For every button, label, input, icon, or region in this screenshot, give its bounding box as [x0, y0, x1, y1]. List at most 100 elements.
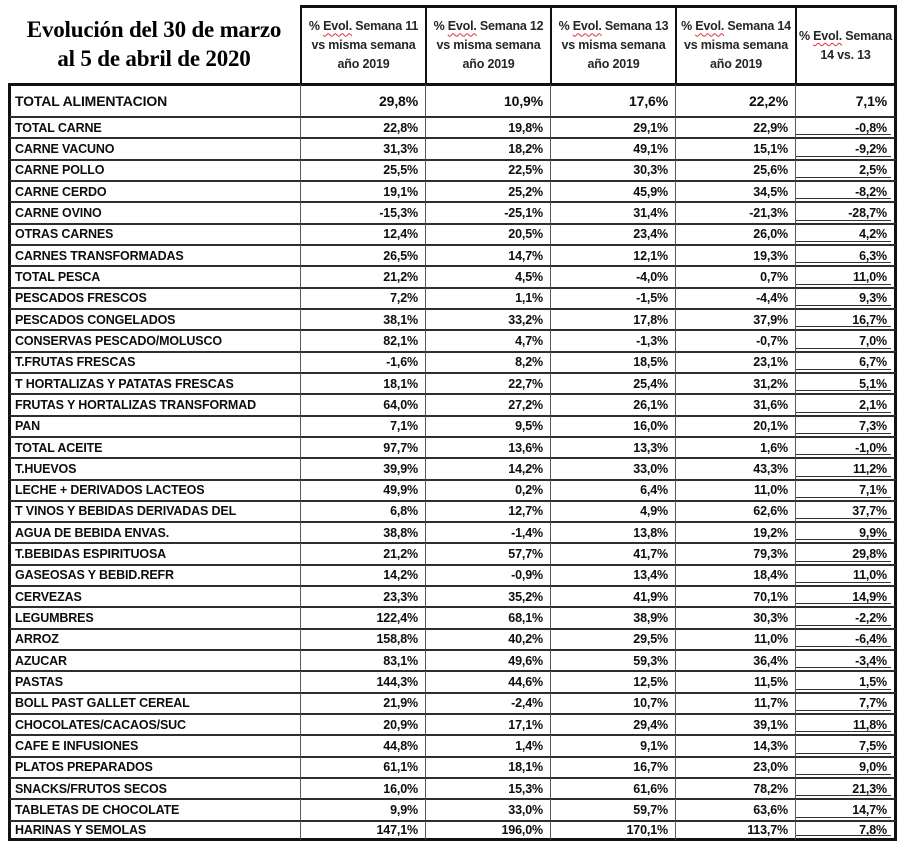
row-value: 41,7%: [550, 542, 675, 564]
row-value: 15,1%: [675, 137, 795, 159]
row-value: -1,4%: [425, 521, 550, 543]
row-value: 23,0%: [675, 755, 795, 778]
row-value: 31,4%: [550, 201, 675, 223]
row-value: -1,3%: [550, 329, 675, 351]
row-label: OTRAS CARNES: [8, 222, 300, 244]
row-value: 62,6%: [675, 499, 795, 522]
row-value: 8,2%: [425, 350, 550, 372]
row-value: -4,0%: [550, 265, 675, 287]
row-value: 38,9%: [550, 606, 675, 628]
report-title: Evolución del 30 de marzo al 5 de abril …: [8, 5, 300, 83]
column-header-text: %: [798, 28, 814, 43]
row-value: 6,4%: [550, 478, 675, 500]
row-value: 43,3%: [675, 457, 795, 479]
column-header-text: Semana: [842, 28, 893, 43]
row-value: 7,5%: [795, 734, 897, 756]
column-header: % Evol. Semana 14 vs. 13: [795, 5, 897, 83]
row-value: 49,1%: [550, 137, 675, 159]
row-value: 30,3%: [675, 606, 795, 628]
row-label: SNACKS/FRUTOS SECOS: [8, 777, 300, 799]
column-header-line2: 14 vs. 13: [820, 47, 871, 62]
column-header-line3: año 2019: [337, 56, 390, 71]
row-value: 30,3%: [550, 158, 675, 180]
row-label: PLATOS PREPARADOS: [8, 755, 300, 778]
row-value: 14,2%: [300, 563, 425, 586]
row-value: 11,8%: [795, 713, 897, 735]
row-value: 14,7%: [795, 798, 897, 820]
row-value: -1,6%: [300, 350, 425, 372]
column-header-line1: % Evol. Semana 13: [559, 17, 669, 36]
row-label: CAFE E INFUSIONES: [8, 734, 300, 756]
row-value: 14,2%: [425, 457, 550, 479]
row-value: 13,8%: [550, 521, 675, 543]
row-value: 1,1%: [425, 286, 550, 308]
row-value: 33,2%: [425, 307, 550, 330]
column-header-text: Semana 11: [351, 19, 419, 34]
column-header-text: %: [308, 19, 324, 34]
row-value: 0,2%: [425, 478, 550, 500]
row-value: 11,0%: [675, 478, 795, 500]
row-value: 59,3%: [550, 649, 675, 671]
evolution-table: Evolución del 30 de marzo al 5 de abril …: [8, 5, 897, 841]
column-header: % Evol. Semana 11 vs misma semana año 2019: [300, 5, 425, 83]
row-value: 18,4%: [675, 563, 795, 586]
column-header-line2: vs misma semana: [683, 38, 788, 53]
row-value: 4,2%: [795, 222, 897, 244]
row-label: AGUA DE BEBIDA ENVAS.: [8, 521, 300, 543]
total-row-value: 17,6%: [550, 83, 675, 116]
row-label: FRUTAS Y HORTALIZAS TRANSFORMAD: [8, 393, 300, 415]
evol-spellcheck-underline: Evol.: [572, 19, 602, 34]
column-header-text: %: [433, 19, 448, 34]
row-value: 14,3%: [675, 734, 795, 756]
row-value: 83,1%: [300, 649, 425, 671]
row-value: 19,8%: [425, 116, 550, 138]
row-value: 44,6%: [425, 670, 550, 692]
column-header-line1: % Evol. Semana 14: [681, 17, 791, 36]
row-label: TOTAL PESCA: [8, 265, 300, 287]
column-header-line3: año 2019: [710, 56, 762, 71]
row-label: T VINOS Y BEBIDAS DERIVADAS DEL: [8, 499, 300, 522]
row-value: 31,2%: [675, 371, 795, 394]
total-row-value: 10,9%: [425, 83, 550, 116]
evol-spellcheck-underline: Evol.: [813, 28, 843, 43]
column-header-text: %: [558, 19, 573, 34]
row-label: CARNE POLLO: [8, 158, 300, 180]
row-value: 12,7%: [425, 499, 550, 522]
row-value: 16,0%: [550, 414, 675, 436]
row-label: T.BEBIDAS ESPIRITUOSA: [8, 542, 300, 564]
row-value: 5,1%: [795, 371, 897, 394]
row-value: -0,7%: [675, 329, 795, 351]
total-row-label: TOTAL ALIMENTACION: [8, 83, 300, 116]
row-value: -3,4%: [795, 649, 897, 671]
row-value: 40,2%: [425, 627, 550, 650]
row-value: -1,5%: [550, 286, 675, 308]
row-value: 12,4%: [300, 222, 425, 244]
row-value: 12,5%: [550, 670, 675, 692]
row-value: 11,0%: [795, 265, 897, 287]
column-header-line1: % Evol. Semana 11: [309, 17, 418, 36]
row-value: 14,7%: [425, 243, 550, 266]
row-value: 13,6%: [425, 435, 550, 458]
row-value: -25,1%: [425, 201, 550, 223]
row-value: 70,1%: [675, 585, 795, 607]
row-value: 38,8%: [300, 521, 425, 543]
row-value: 23,4%: [550, 222, 675, 244]
column-header-text: Semana 12: [476, 19, 544, 34]
row-value: 16,7%: [795, 307, 897, 330]
row-value: 45,9%: [550, 179, 675, 202]
row-value: 22,9%: [675, 116, 795, 138]
row-label: TOTAL ACEITE: [8, 435, 300, 458]
row-value: 10,7%: [550, 691, 675, 714]
row-value: 19,2%: [675, 521, 795, 543]
row-label: CARNE CERDO: [8, 179, 300, 202]
row-value: 15,3%: [425, 777, 550, 799]
row-label: HARINAS Y SEMOLAS: [8, 819, 300, 841]
row-value: -15,3%: [300, 201, 425, 223]
row-value: 11,5%: [675, 670, 795, 692]
row-value: 49,9%: [300, 478, 425, 500]
row-value: 61,1%: [300, 755, 425, 778]
row-value: 26,1%: [550, 393, 675, 415]
row-value: 13,4%: [550, 563, 675, 586]
row-label: T.HUEVOS: [8, 457, 300, 479]
row-value: 34,5%: [675, 179, 795, 202]
